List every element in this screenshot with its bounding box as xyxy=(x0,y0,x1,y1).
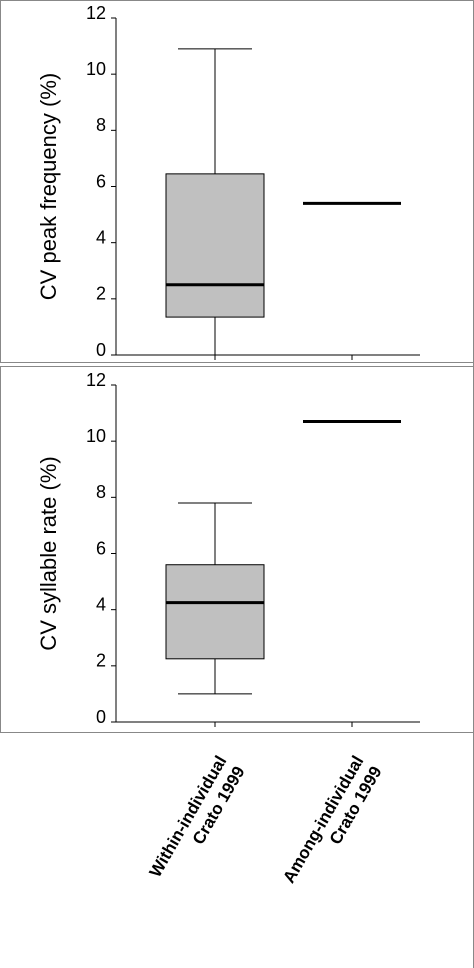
box xyxy=(165,173,265,318)
y-tick-label: 6 xyxy=(96,538,106,558)
y-axis-label: CV peak frequency (%) xyxy=(36,73,61,300)
x-tick-label: Within-individualCrato 1999 xyxy=(146,753,249,891)
y-tick-label: 12 xyxy=(86,3,106,23)
y-tick-label: 4 xyxy=(96,594,106,614)
y-axis-label: CV syllable rate (%) xyxy=(36,456,61,650)
x-tick-label: Among-individualCrato 1999 xyxy=(279,753,385,897)
y-tick-label: 2 xyxy=(96,284,106,304)
y-tick-label: 0 xyxy=(96,340,106,360)
panel-frame xyxy=(0,366,474,733)
y-tick-label: 12 xyxy=(86,370,106,390)
y-tick-label: 0 xyxy=(96,707,106,727)
y-tick-label: 8 xyxy=(96,482,106,502)
y-tick-label: 8 xyxy=(96,115,106,135)
y-tick-label: 4 xyxy=(96,227,106,247)
y-tick-label: 10 xyxy=(86,426,106,446)
y-tick-label: 2 xyxy=(96,651,106,671)
y-tick-label: 6 xyxy=(96,171,106,191)
y-tick-label: 10 xyxy=(86,59,106,79)
box xyxy=(165,564,265,660)
